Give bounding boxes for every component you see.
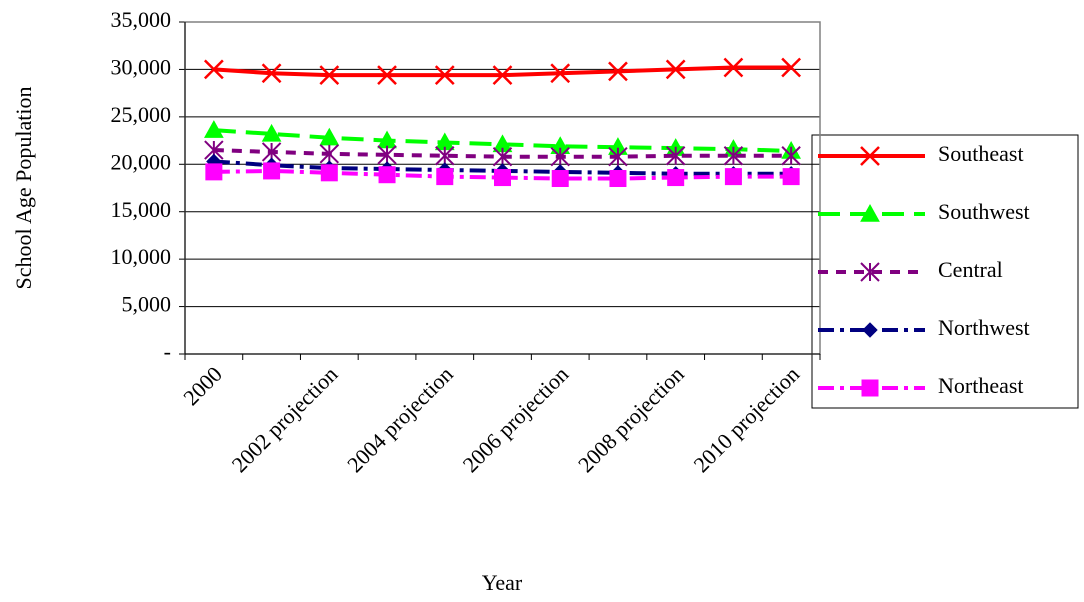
y-tick-label: 10,000 (111, 244, 172, 269)
legend-marker (861, 379, 879, 397)
legend-marker (860, 203, 880, 222)
y-tick-label: 25,000 (111, 102, 172, 127)
marker (378, 166, 396, 184)
marker (665, 146, 686, 166)
marker (665, 59, 686, 80)
marker (724, 168, 742, 186)
x-tick-label: 2006 projection (458, 361, 574, 477)
x-axis-label: Year (482, 570, 523, 595)
marker (205, 163, 223, 181)
marker (723, 146, 744, 166)
marker (550, 63, 571, 84)
marker (492, 146, 513, 167)
marker (436, 168, 454, 186)
y-tick-label: 20,000 (111, 149, 172, 174)
marker (667, 169, 685, 187)
marker (261, 63, 282, 84)
marker (550, 146, 570, 167)
marker (261, 123, 282, 142)
marker (377, 65, 397, 86)
marker (494, 169, 511, 187)
legend-label: Northwest (938, 315, 1030, 340)
y-axis-label: School Age Population (11, 87, 36, 290)
marker (204, 120, 224, 138)
y-tick-label: 35,000 (111, 7, 172, 32)
y-tick-label: - (164, 339, 171, 364)
marker (608, 146, 628, 167)
marker (319, 144, 340, 164)
marker (492, 65, 513, 86)
y-tick-label: 15,000 (111, 197, 172, 222)
legend-label: Southwest (938, 199, 1030, 224)
legend-label: Northeast (938, 373, 1024, 398)
legend-label: Southeast (938, 141, 1024, 166)
marker (608, 61, 628, 82)
marker (723, 57, 744, 78)
marker (377, 145, 397, 165)
x-tick-label: 2008 projection (573, 361, 689, 477)
marker (320, 164, 338, 182)
legend-marker (862, 322, 878, 338)
marker (435, 146, 455, 166)
y-tick-label: 5,000 (122, 292, 172, 317)
x-tick-label: 2000 (178, 361, 227, 410)
marker (781, 146, 801, 166)
legend-label: Central (938, 257, 1003, 282)
x-tick-label: 2004 projection (342, 361, 458, 477)
legend-marker (860, 262, 880, 282)
marker (609, 170, 627, 188)
marker (782, 168, 800, 186)
x-tick-label: 2002 projection (227, 361, 343, 477)
marker (434, 65, 455, 86)
marker (203, 59, 224, 80)
marker (551, 170, 569, 188)
legend-marker (860, 146, 880, 166)
marker (263, 162, 281, 180)
y-tick-label: 30,000 (111, 54, 172, 79)
marker (319, 65, 340, 86)
x-tick-label: 2010 projection (688, 361, 804, 477)
marker (781, 57, 802, 78)
